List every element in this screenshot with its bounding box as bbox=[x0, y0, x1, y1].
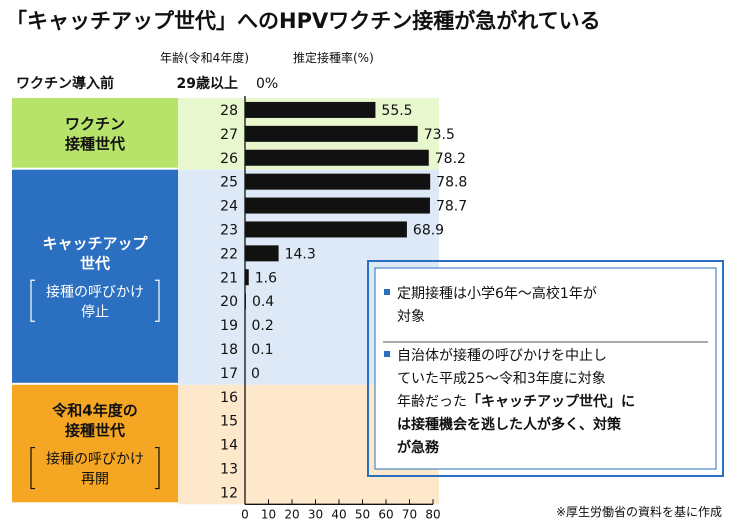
data-labels: 55.5 73.5 78.2 78.8 78.7 68.9 14.3 1.6 0.4 0.2 0.1… bbox=[251, 103, 467, 382]
note-bullet bbox=[384, 351, 390, 357]
band-block-vaccinated bbox=[12, 98, 178, 168]
bracket-right bbox=[155, 446, 160, 490]
bar-age-26 bbox=[245, 149, 429, 166]
note-border-inner bbox=[374, 267, 717, 470]
age-label: 23 bbox=[220, 222, 238, 238]
pre-vaccine-age: 29歳以上 bbox=[177, 75, 238, 92]
note-segment: ていた平成25～令和3年度に対象 bbox=[397, 371, 606, 387]
note-line: 定期接種は小学6年～高校1年が bbox=[397, 285, 597, 302]
age-label: 25 bbox=[220, 175, 238, 191]
age-label: 15 bbox=[220, 414, 238, 430]
note-segment: 年齢だった bbox=[397, 394, 467, 410]
note-line: ていた平成25～令和3年度に対象 bbox=[397, 371, 606, 387]
band-sublabel-reiwa4: 接種の呼びかけ bbox=[46, 451, 144, 468]
note-emphasis: は接種機会を逃した人が多く、対策 bbox=[397, 416, 622, 433]
note-line: が急務 bbox=[397, 439, 440, 456]
band-label-catchup: キャッチアップ bbox=[42, 234, 148, 252]
value-label-21: 1.6 bbox=[255, 270, 277, 286]
age-label: 27 bbox=[220, 127, 238, 143]
generation-bands: ワクチン接種世代キャッチアップ世代接種の呼びかけ停止令和4年度の接種世代接種の呼… bbox=[12, 98, 178, 503]
age-label: 22 bbox=[220, 246, 238, 262]
age-label: 14 bbox=[220, 438, 238, 454]
x-tick-label: 50 bbox=[355, 507, 370, 521]
x-tick-label: 10 bbox=[261, 507, 276, 521]
note-bullet bbox=[384, 289, 390, 295]
bar-age-27 bbox=[245, 125, 418, 142]
chart-title: 「キャッチアップ世代」へのHPVワクチン接種が急がれている bbox=[6, 9, 601, 33]
bar-age-25 bbox=[245, 173, 431, 190]
note-box: 定期接種は小学6年～高校1年が対象自治体が接種の呼びかけを中止していた平成25～… bbox=[367, 260, 724, 477]
value-label-24: 78.7 bbox=[436, 199, 467, 215]
x-tick-label: 20 bbox=[284, 507, 299, 521]
bar-age-28 bbox=[245, 101, 376, 118]
bracket-right bbox=[155, 279, 160, 322]
age-label: 13 bbox=[220, 461, 238, 477]
source-note: ※厚生労働省の資料を基に作成 bbox=[556, 505, 722, 519]
x-axis: 0 10 20 30 40 50 60 70 80 bbox=[241, 96, 441, 521]
age-tick-labels: 28 27 26 25 24 23 22 21 20 19 18 17 16 15 14 13 12 bbox=[220, 103, 238, 501]
value-label-27: 73.5 bbox=[424, 127, 455, 143]
x-tick-label: 40 bbox=[331, 507, 346, 521]
bar-age-24 bbox=[245, 197, 430, 214]
pre-vaccine-value: 0% bbox=[256, 76, 278, 92]
rate-axis-label: 推定接種率(%) bbox=[293, 50, 374, 65]
value-label-19: 0.2 bbox=[251, 318, 273, 334]
note-border-outer bbox=[367, 260, 724, 477]
bracket-left bbox=[30, 279, 35, 322]
note-line: 自治体が接種の呼びかけを中止し bbox=[397, 347, 607, 364]
value-label-17: 0 bbox=[251, 366, 260, 382]
pre-vaccine-label: ワクチン導入前 bbox=[16, 75, 114, 92]
note-segment: 対象 bbox=[397, 309, 425, 325]
age-label: 20 bbox=[220, 294, 238, 310]
bars bbox=[245, 101, 431, 357]
value-label-20: 0.4 bbox=[252, 294, 274, 310]
band-block-reiwa4 bbox=[12, 384, 178, 503]
bar-age-22 bbox=[245, 245, 279, 262]
band-block-catchup bbox=[12, 169, 178, 383]
age-label: 28 bbox=[220, 103, 238, 119]
x-tick-label: 60 bbox=[378, 507, 393, 521]
age-label: 12 bbox=[220, 485, 238, 501]
value-label-18: 0.1 bbox=[251, 342, 273, 358]
age-label: 24 bbox=[220, 199, 238, 215]
band-label-vaccinated: 接種世代 bbox=[65, 135, 125, 153]
age-label: 17 bbox=[220, 366, 238, 382]
bracket-left bbox=[30, 446, 35, 490]
x-tick-label: 30 bbox=[308, 507, 323, 521]
band-sublabel-catchup: 接種の呼びかけ bbox=[46, 283, 144, 300]
band-sublabel-reiwa4: 再開 bbox=[81, 472, 109, 488]
x-tick-label: 70 bbox=[402, 507, 417, 521]
note-segment: 自治体が接種の呼びかけを中止し bbox=[397, 347, 607, 364]
bar-age-23 bbox=[245, 221, 407, 238]
note-emphasis: が急務 bbox=[397, 439, 440, 456]
x-tick-label: 80 bbox=[425, 507, 440, 521]
note-line: は接種機会を逃した人が多く、対策 bbox=[397, 416, 622, 433]
age-label: 16 bbox=[220, 390, 238, 406]
note-segment: 定期接種は小学6年～高校1年が bbox=[397, 285, 597, 302]
value-label-22: 14.3 bbox=[285, 246, 316, 262]
age-label: 19 bbox=[220, 318, 238, 334]
value-label-25: 78.8 bbox=[436, 175, 467, 191]
note-line: 年齢だった「キャッチアップ世代」に bbox=[397, 393, 635, 410]
bar-age-21 bbox=[245, 269, 249, 286]
note-emphasis: 「キャッチアップ世代」に bbox=[467, 393, 635, 410]
value-label-28: 55.5 bbox=[381, 103, 412, 119]
value-label-23: 68.9 bbox=[413, 222, 444, 238]
band-label-reiwa4: 接種世代 bbox=[65, 422, 125, 440]
band-label-reiwa4: 令和4年度の bbox=[52, 402, 137, 420]
band-sublabel-catchup: 停止 bbox=[81, 303, 109, 320]
age-label: 18 bbox=[220, 342, 238, 358]
age-label: 26 bbox=[220, 151, 238, 167]
band-label-catchup: 世代 bbox=[80, 254, 110, 272]
value-label-26: 78.2 bbox=[435, 151, 466, 167]
note-line: 対象 bbox=[397, 309, 425, 325]
age-axis-label: 年齢(令和4年度) bbox=[160, 50, 249, 65]
age-label: 21 bbox=[220, 270, 238, 286]
x-tick-label: 0 bbox=[241, 507, 249, 521]
band-label-vaccinated: ワクチン bbox=[65, 115, 125, 133]
